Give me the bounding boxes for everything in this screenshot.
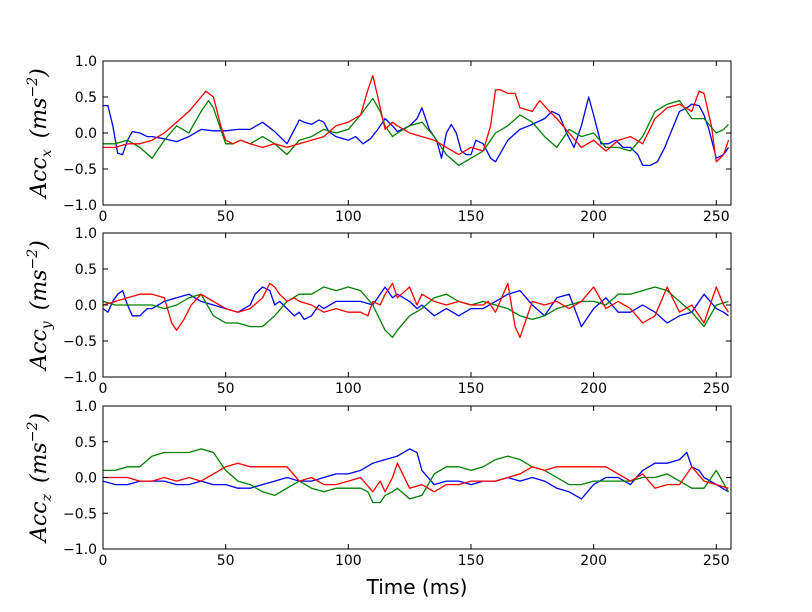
acc-y-ylabel-base: Acc [27,329,52,372]
acc-x-xtick-label: 150 [458,209,485,225]
acc-y-ylabel-exp: −2 [25,249,41,270]
acc-z-series-green [103,448,730,504]
acc-y-ytick-label: 1.0 [75,226,97,242]
acc-z-panel: 0 50 100 150 200 250 −1.0 −0.5 0.0 0.5 1.0 Accz (ms… [25,399,732,599]
acc-x-series-group [103,74,730,167]
acc-z-ylabel-base: Acc [27,501,52,544]
acc-x-ytick-label: −0.5 [63,162,97,178]
acc-y-xtick-label: 0 [99,381,108,397]
acc-z-xtick-label: 200 [580,553,607,569]
acc-z-ylabel-unit: ms [27,442,52,474]
acc-z-series-blue [103,448,729,500]
acc-z-ylabel: Accz (ms−2) [25,413,55,544]
acc-z-ytick-label: 0.0 [75,471,97,487]
acc-z-series-red [103,462,729,493]
acc-y-xtick-label: 250 [703,381,730,397]
acc-z-xtick-label: 250 [703,553,730,569]
acc-z-ytick-label: 0.5 [75,435,97,451]
acc-y-ytick-label: −1.0 [63,370,97,386]
acc-y-series-blue [103,286,729,328]
acc-x-xtick-label: 0 [99,209,108,225]
acc-y-xtick-label: 150 [458,381,485,397]
acc-x-ylabel-unit: ms [27,98,52,130]
acc-y-xtick-label: 50 [217,381,235,397]
acc-y-ytick-label: −0.5 [63,334,97,350]
acc-x-series-red [103,74,730,163]
acc-x-ylabel-base: Acc [27,157,52,200]
acc-x-ylabel-open: ( [27,129,52,149]
acc-y-xtick-label: 100 [335,381,362,397]
acc-y-panel: 0 50 100 150 200 250 −1.0 −0.5 0.0 0.5 1.0 Accy (ms… [25,226,732,397]
acc-x-ylabel-close: ) [27,68,52,78]
acc-z-ylabel-close: ) [27,413,52,423]
acc-x-ytick-label: −1.0 [63,198,97,214]
acc-z-xtick-label: 100 [335,553,362,569]
acc-x-ylabel-sub: x [39,149,55,157]
acc-z-ytick-label: −0.5 [63,506,97,522]
x-axis-label: Time (ms) [366,575,468,599]
acc-x-ylabel: Accx (ms−2) [25,68,55,199]
acc-x-ytick-label: 0.5 [75,90,97,106]
acc-y-ytick-label: 0.5 [75,262,97,278]
acc-y-ylabel-unit: ms [27,270,52,302]
acc-z-ytick-label: 1.0 [75,399,97,415]
acc-z-series-group [103,448,730,504]
acc-x-series-green [103,97,729,167]
acc-z-xtick-label: 50 [217,553,235,569]
acc-x-ytick-label: 1.0 [75,54,97,70]
acc-x-series-blue [103,96,730,167]
acc-z-ylabel-sub: z [39,493,55,502]
acc-x-xtick-label: 100 [335,209,362,225]
acc-y-xtick-label: 200 [580,381,607,397]
acc-z-ylabel-open: ( [27,474,52,494]
acc-y-ylabel-open: ( [27,301,52,321]
acc-x-panel: 0 50 100 150 200 250 −1.0 −0.5 0.0 0.5 1.0 Accx (ms… [25,54,732,225]
acc-y-series-red [103,282,730,339]
acc-x-ylabel-exp: −2 [25,77,41,98]
acc-x-xtick-label: 250 [703,209,730,225]
acc-y-series-group [103,282,730,339]
acc-z-xtick-label: 0 [99,553,108,569]
acc-y-series-green [103,286,729,339]
acc-y-ylabel-close: ) [27,240,52,250]
acc-x-xtick-label: 50 [217,209,235,225]
acc-x-axes-frame [102,60,732,206]
acc-z-ylabel-exp: −2 [25,422,41,443]
acc-y-ylabel: Accy (ms−2) [25,240,55,371]
acc-x-ytick-label: 0.0 [75,126,97,142]
acc-x-xtick-label: 200 [580,209,607,225]
acc-z-ytick-label: −1.0 [63,542,97,558]
acc-y-ylabel-sub: y [39,320,55,330]
acc-z-xtick-label: 150 [458,553,485,569]
acc-y-ytick-label: 0.0 [75,298,97,314]
